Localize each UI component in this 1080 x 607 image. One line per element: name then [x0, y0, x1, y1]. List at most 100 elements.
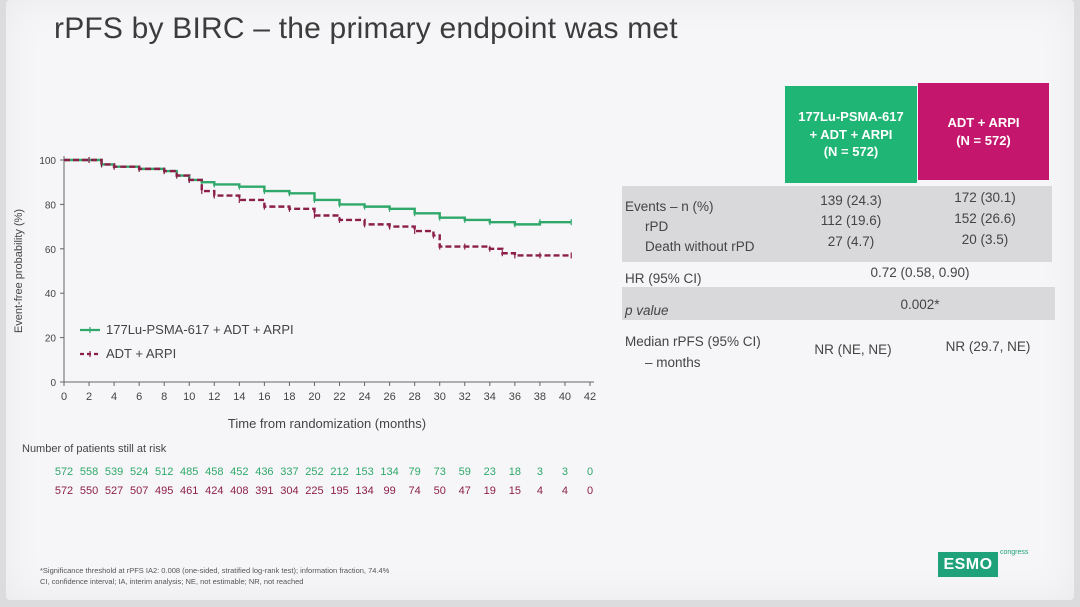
x-tick-label: 28: [409, 391, 421, 403]
legend-label: 177Lu-PSMA-617 + ADT + ARPI: [106, 322, 294, 337]
x-tick-label: 6: [136, 391, 142, 403]
table-header-adt-arpi: ADT + ARPI (N = 572): [918, 83, 1049, 180]
at-risk-count: 512: [155, 466, 174, 478]
at-risk-count: 74: [408, 485, 421, 497]
x-tick-label: 12: [208, 391, 220, 403]
at-risk-count: 524: [129, 466, 149, 478]
hr-label: HR (95% CI): [625, 271, 702, 286]
x-tick-label: 38: [534, 391, 546, 403]
x-tick-label: 2: [86, 391, 92, 403]
at-risk-count: 47: [458, 485, 471, 497]
at-risk-count: 18: [508, 466, 521, 478]
events-row-bg: [622, 186, 1052, 262]
x-tick-label: 34: [484, 391, 496, 403]
at-risk-count: 507: [129, 485, 149, 497]
x-tick-label: 36: [509, 391, 521, 403]
x-tick-label: 4: [111, 391, 117, 403]
at-risk-count: 79: [408, 466, 421, 478]
x-tick-label: 32: [459, 391, 471, 403]
events-label: Events – n (%): [625, 199, 714, 214]
x-tick-label: 16: [258, 391, 270, 403]
x-axis-label: Time from randomization (months): [228, 416, 426, 431]
slide-title: rPFS by BIRC – the primary endpoint was …: [54, 12, 678, 45]
x-tick-label: 0: [61, 391, 67, 403]
death-col1: 27 (4.7): [827, 234, 875, 249]
at-risk-count: 23: [483, 466, 496, 478]
at-risk-count: 225: [305, 485, 324, 497]
series-line-adt-arpi: [64, 158, 572, 257]
header-line: (N = 572): [823, 144, 879, 160]
y-tick-label: 100: [39, 156, 56, 167]
at-risk-count: 73: [433, 466, 446, 478]
x-tick-label: 10: [183, 391, 195, 403]
at-risk-count: 527: [104, 485, 124, 497]
at-risk-count: 0: [586, 466, 594, 478]
at-risk-count: 134: [380, 466, 399, 478]
at-risk-count: 495: [155, 485, 174, 497]
events-col1: 139 (24.3): [820, 193, 882, 208]
y-axis-label: Event-free probability (%): [13, 209, 25, 333]
at-risk-count: 3: [561, 466, 568, 478]
at-risk-count: 458: [205, 466, 224, 478]
x-tick-label: 8: [161, 391, 167, 403]
y-tick-label: 20: [45, 334, 57, 345]
footnote-line: CI, confidence interval; IA, interim ana…: [40, 577, 304, 587]
y-tick-label: 80: [45, 200, 57, 211]
hr-value: 0.72 (0.58, 0.90): [870, 265, 970, 280]
at-risk-count: 485: [180, 466, 199, 478]
at-risk-count: 3: [536, 466, 543, 478]
header-line: ADT + ARPI: [947, 114, 1020, 130]
at-risk-count: 153: [355, 466, 374, 478]
x-tick-label: 20: [308, 391, 320, 403]
at-risk-count: 436: [255, 466, 274, 478]
header-line: 177Lu-PSMA-617: [798, 109, 904, 125]
at-risk-count: 212: [330, 466, 349, 478]
p-value-row-bg: [622, 287, 1055, 320]
at-risk-count: 304: [280, 485, 299, 497]
x-tick-label: 24: [358, 391, 370, 403]
at-risk-count: 452: [230, 466, 249, 478]
at-risk-count: 550: [79, 485, 99, 497]
at-risk-count: 572: [54, 466, 74, 478]
median-col2: NR (29.7, NE): [945, 339, 1031, 354]
esmo-logo-sub: congress: [1000, 549, 1029, 556]
at-risk-count: 337: [280, 466, 299, 478]
at-risk-count: 195: [330, 485, 349, 497]
x-tick-label: 42: [584, 391, 596, 403]
legend-label: ADT + ARPI: [106, 346, 176, 361]
y-tick-label: 0: [50, 378, 56, 389]
at-risk-count: 461: [180, 485, 199, 497]
at-risk-count: 59: [458, 466, 471, 478]
at-risk-count: 4: [536, 485, 543, 497]
x-tick-label: 26: [383, 391, 395, 403]
median-label-unit: – months: [645, 355, 701, 370]
at-risk-count: 558: [79, 466, 99, 478]
at-risk-count: 4: [561, 485, 568, 497]
esmo-logo: ESMO: [938, 552, 998, 577]
x-tick-label: 40: [559, 391, 571, 403]
at-risk-count: 50: [433, 485, 446, 497]
footnote-line: *Significance threshold at rPFS IA2: 0.0…: [40, 566, 390, 575]
x-tick-label: 14: [233, 391, 245, 403]
at-risk-count: 391: [255, 485, 274, 497]
x-tick-label: 18: [283, 391, 295, 403]
x-tick-label: 30: [434, 391, 446, 403]
footnote: *Significance threshold at rPFS IA2: 0.0…: [40, 565, 389, 588]
rpd-label: rPD: [645, 219, 669, 234]
at-risk-count: 539: [104, 466, 124, 478]
at-risk-count: 0: [586, 485, 594, 497]
at-risk-count: 424: [205, 485, 224, 497]
header-line: + ADT + ARPI: [809, 126, 893, 142]
x-tick-label: 22: [333, 391, 345, 403]
death-col2: 20 (3.5): [961, 232, 1009, 247]
at-risk-title: Number of patients still at risk: [22, 443, 167, 455]
at-risk-count: 408: [230, 485, 249, 497]
y-tick-label: 60: [45, 245, 57, 256]
events-col2: 172 (30.1): [954, 190, 1016, 205]
at-risk-count: 15: [508, 485, 521, 497]
median-label: Median rPFS (95% CI): [625, 334, 761, 349]
p-value: 0.002*: [900, 297, 940, 312]
death-label: Death without rPD: [645, 239, 755, 254]
p-label: p value: [625, 303, 669, 318]
